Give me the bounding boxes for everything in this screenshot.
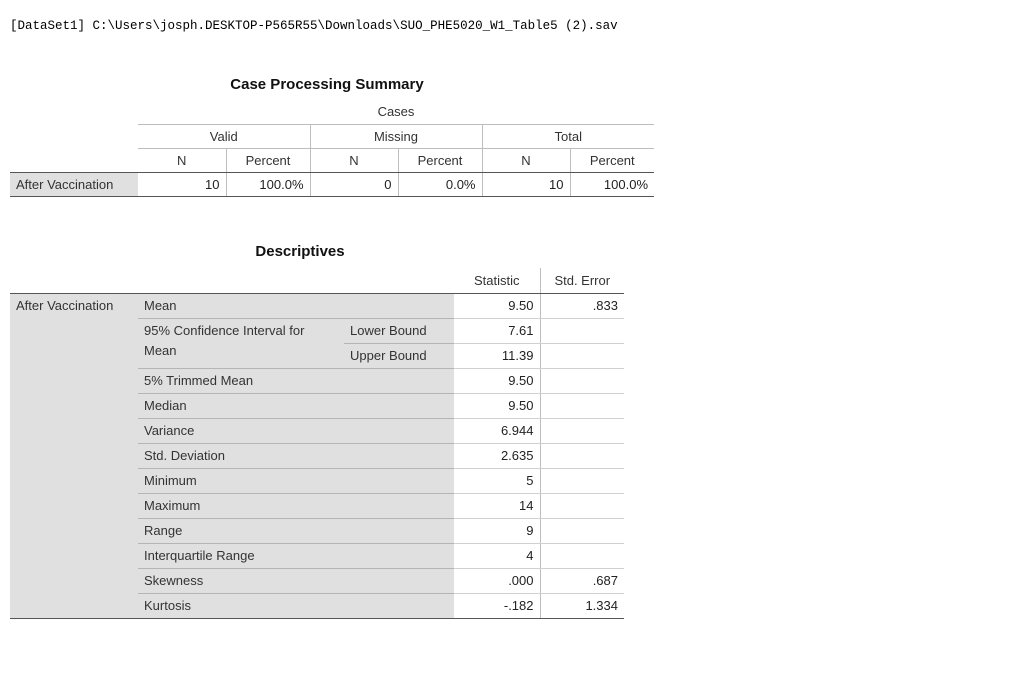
stat-label-iqr: Interquartile Range [138,543,454,569]
stat-value-range: 9 [454,518,540,544]
stat-value-iqr: 4 [454,543,540,569]
col-std-error: Std. Error [539,268,624,294]
stat-value-upper-bound: 11.39 [454,343,540,369]
col-missing-percent: Percent [397,147,483,173]
stat-label-maximum: Maximum [138,493,454,519]
stat-value-variance: 6.944 [454,418,540,444]
corner-cell [10,148,138,173]
valid-n-value: 10 [138,172,226,197]
valid-percent-value: 100.0% [225,172,310,197]
corner-cell [10,268,138,294]
stat-value-std-deviation: 2.635 [454,443,540,469]
col-total-percent: Percent [569,147,654,173]
total-percent-value: 100.0% [569,172,654,197]
se-value-maximum [539,493,624,519]
se-value-trimmed-mean [539,368,624,394]
row-label-after-vaccination: After Vaccination [10,172,138,197]
ci-label: 95% Confidence Interval for Mean [138,318,344,369]
se-value-range [539,518,624,544]
total-n-value: 10 [481,172,570,197]
dataset-path-line: [DataSet1] C:\Users\josph.DESKTOP-P565R5… [10,19,618,33]
stat-value-trimmed-mean: 9.50 [454,368,540,394]
se-value-iqr [539,543,624,569]
stat-label-lower-bound: Lower Bound [344,318,454,344]
stat-label-range: Range [138,518,454,544]
se-value-lower-bound [539,318,624,344]
case-processing-title: Case Processing Summary [230,76,424,93]
stat-value-median: 9.50 [454,393,540,419]
stat-value-lower-bound: 7.61 [454,318,540,344]
stat-label-std-deviation: Std. Deviation [138,443,454,469]
col-statistic: Statistic [454,268,540,294]
corner-cell [10,124,138,148]
variable-label: After Vaccination [10,293,138,619]
se-value-std-deviation [539,443,624,469]
stat-value-kurtosis: -.182 [454,593,540,619]
stat-value-mean: 9.50 [454,293,540,319]
se-value-upper-bound [539,343,624,369]
stat-label-mean: Mean [138,293,454,319]
ci-label-line1: 95% Confidence Interval for [144,322,305,338]
stat-value-skewness: .000 [454,568,540,594]
se-value-minimum [539,468,624,494]
stat-label-minimum: Minimum [138,468,454,494]
total-header: Total [482,123,654,148]
col-valid-percent: Percent [225,147,311,173]
se-value-skewness: .687 [539,568,624,594]
se-value-variance [539,418,624,444]
valid-header: Valid [138,123,311,148]
cases-header: Cases [377,104,415,120]
col-missing-n: N [310,147,398,173]
stat-label-kurtosis: Kurtosis [138,593,454,619]
corner-cell [344,268,454,294]
corner-cell [138,268,344,294]
stat-label-upper-bound: Upper Bound [344,343,454,369]
stat-label-variance: Variance [138,418,454,444]
se-value-median [539,393,624,419]
stat-value-maximum: 14 [454,493,540,519]
stat-label-median: Median [138,393,454,419]
se-value-kurtosis: 1.334 [539,593,624,619]
col-total-n: N [482,147,570,173]
case-processing-table: Cases Valid Missing Total N Percent N Pe… [10,100,654,197]
ci-label-line2: Mean [144,342,177,358]
stat-label-skewness: Skewness [138,568,454,594]
missing-header: Missing [310,123,483,148]
col-valid-n: N [138,147,226,173]
corner-cell [10,100,138,124]
missing-percent-value: 0.0% [397,172,482,197]
descriptives-table: Statistic Std. Error After Vaccination M… [10,268,624,619]
stat-value-minimum: 5 [454,468,540,494]
stat-label-trimmed-mean: 5% Trimmed Mean [138,368,454,394]
descriptives-title: Descriptives [255,243,345,260]
se-value-mean: .833 [539,293,624,319]
missing-n-value: 0 [309,172,398,197]
